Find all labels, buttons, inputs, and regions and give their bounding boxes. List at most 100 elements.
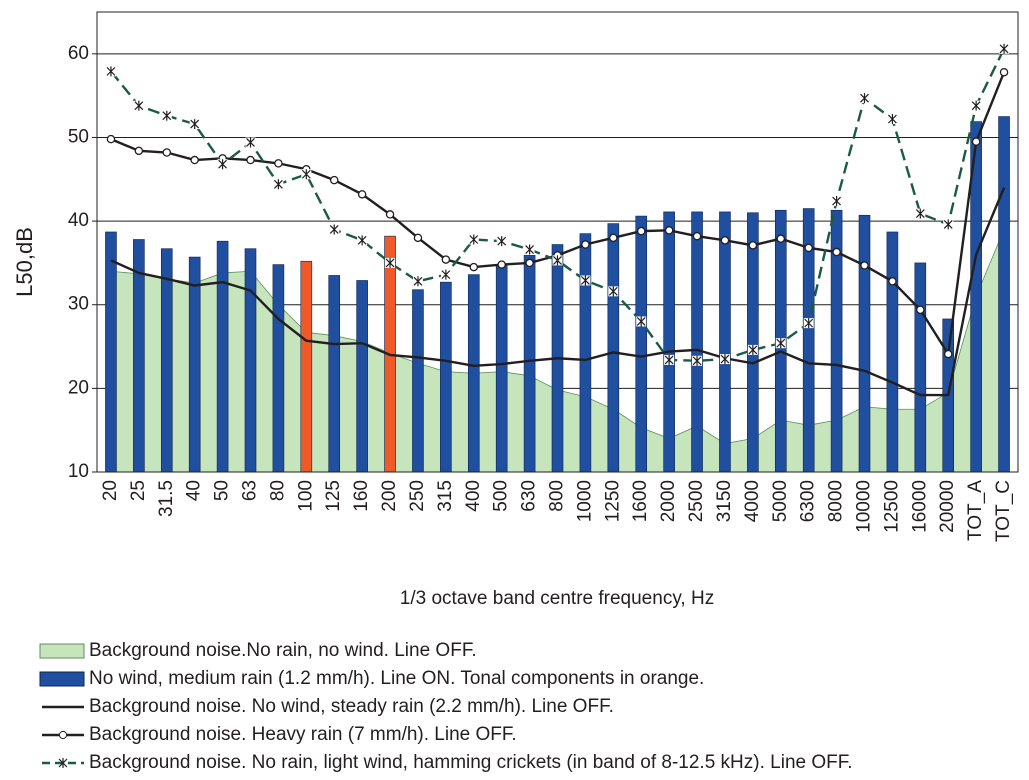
marker-cross: [971, 100, 981, 111]
marker: [274, 159, 283, 168]
bar: [300, 260, 313, 473]
bar: [523, 255, 536, 473]
marker: [887, 114, 898, 125]
legend-marker: [58, 758, 68, 768]
marker: [803, 318, 814, 329]
x-tick-label: 2500: [686, 480, 707, 522]
marker: [496, 236, 507, 247]
marker: [581, 240, 590, 249]
x-tick-label: 20000: [937, 480, 958, 533]
marker: [776, 234, 786, 243]
marker-cross: [580, 275, 590, 286]
marker-cross: [525, 244, 535, 255]
marker: [134, 146, 144, 156]
bar: [747, 212, 759, 473]
bar: [579, 233, 592, 473]
bar: [858, 214, 871, 473]
x-tick-label: 12500: [881, 480, 902, 533]
marker-cross: [636, 316, 646, 327]
marker: [189, 119, 200, 130]
marker-cross: [246, 137, 255, 148]
x-tick-label: 8000: [826, 480, 847, 522]
y-tick-label: 10: [68, 461, 89, 482]
marker-cross: [497, 236, 507, 247]
x-tick-label: 10000: [854, 480, 875, 533]
marker-cross: [357, 235, 367, 246]
x-tick-label: 31.5: [156, 480, 177, 517]
marker: [357, 190, 367, 199]
marker-cross: [720, 354, 730, 365]
marker-cross: [162, 110, 172, 121]
legend-marker: [58, 730, 68, 740]
legend-label: Background noise. Heavy rain (7 mm/h). L…: [89, 724, 517, 745]
x-tick-label: 16000: [909, 480, 930, 533]
marker: [775, 338, 786, 349]
x-tick-label: 20: [100, 480, 121, 501]
x-tick-label: 160: [351, 480, 372, 512]
marker: [804, 243, 813, 253]
bar: [691, 211, 703, 473]
marker: [273, 179, 284, 190]
marker-cross: [804, 318, 814, 329]
marker: [525, 258, 534, 268]
bar: [663, 211, 675, 473]
marker-cross: [301, 169, 311, 180]
marker-cross: [748, 344, 758, 355]
marker: [915, 208, 926, 219]
x-tick-label: 63: [240, 480, 261, 501]
bar: [886, 231, 899, 473]
x-tick-label: 3150: [714, 480, 735, 522]
y-tick-label: 60: [68, 43, 89, 64]
marker-cross: [441, 269, 451, 280]
x-tick-label: 50: [212, 480, 233, 501]
marker: [329, 224, 340, 235]
marker: [971, 137, 981, 146]
marker: [190, 155, 199, 165]
line: [110, 187, 1006, 397]
x-tick-label: 200: [379, 480, 400, 512]
legend-entry: Background noise. No wind, steady rain (…: [42, 696, 614, 717]
marker: [524, 244, 535, 255]
x-tick-label: 250: [407, 480, 428, 512]
line: [110, 48, 1006, 362]
marker: [860, 261, 869, 270]
marker: [719, 354, 730, 365]
marker: [217, 159, 228, 170]
bar: [495, 264, 508, 473]
legend-label: Background noise. No wind, steady rain (…: [89, 696, 614, 717]
bar: [356, 280, 368, 473]
bar: [328, 275, 341, 473]
y-tick-label: 40: [68, 210, 89, 231]
bar: [440, 281, 452, 473]
marker: [161, 110, 172, 121]
marker: [636, 316, 647, 327]
marker: [609, 233, 618, 243]
bar: [160, 248, 173, 473]
marker-cross: [329, 224, 339, 235]
bar: [467, 274, 480, 473]
marker-cross: [608, 286, 618, 297]
marker-cross: [860, 93, 869, 104]
marker: [608, 286, 619, 297]
marker-cross: [915, 208, 925, 219]
x-tick-label: 40: [184, 480, 205, 501]
marker: [162, 148, 172, 157]
legend-entry: Background noise. Heavy rain (7 mm/h). L…: [42, 724, 517, 745]
x-tick-label: 25: [128, 480, 149, 501]
marker: [413, 233, 423, 243]
marker: [859, 93, 870, 104]
marker: [301, 169, 312, 180]
marker: [497, 260, 506, 269]
marker: [385, 257, 396, 268]
marker: [357, 235, 368, 246]
bar: [216, 240, 229, 473]
x-tick-label: 2000: [658, 480, 679, 522]
y-tick-label: 50: [68, 126, 89, 147]
legend-entry: Background noise. No rain, light wind, h…: [42, 752, 853, 773]
marker: [748, 241, 758, 250]
x-tick-label: 1250: [602, 480, 623, 522]
marker: [580, 275, 591, 286]
bar: [607, 223, 620, 473]
marker: [105, 66, 116, 77]
